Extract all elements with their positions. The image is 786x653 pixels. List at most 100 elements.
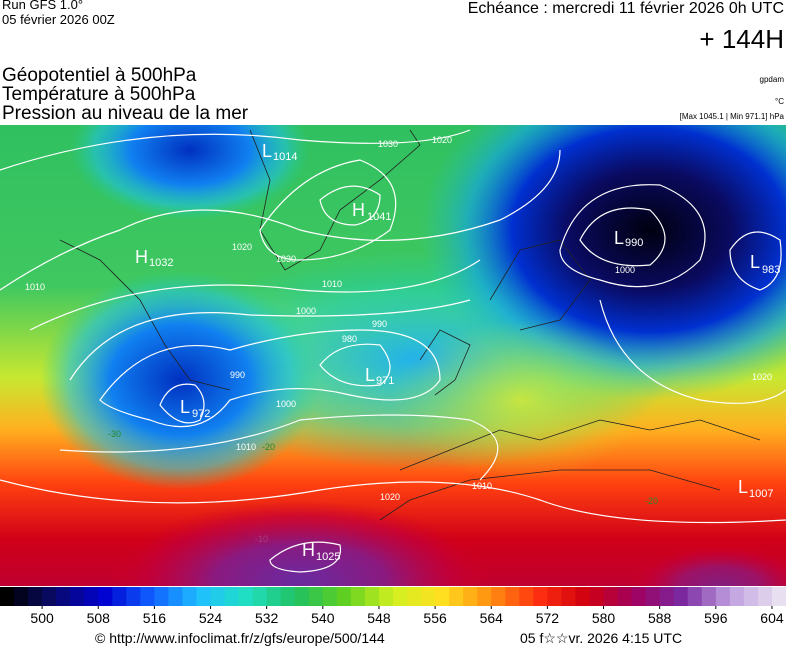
run-date: 05 février 2026 00Z [2,12,115,27]
colorbar-tick-label: 564 [480,610,504,626]
center-value: 1007 [749,488,773,500]
colorbar-cell [168,587,183,606]
center-type: L [738,477,748,497]
map: L 1014 H 1041 H 1032 L 990 L 983 L 971 L… [0,125,786,586]
colorbar-cell [645,587,661,606]
isobar-label: 1020 [380,492,400,502]
colorbar-cell [533,587,548,606]
center-type: H [352,200,365,220]
center-type: L [614,228,624,248]
colorbar-cell [617,587,633,606]
title-temperature: Température à 500hPa [2,84,196,105]
isobar-label: 1030 [378,139,398,149]
isobar-label: 1000 [276,399,296,409]
isobar-label: 1030 [276,254,296,264]
colorbar-cell [294,587,310,606]
isobar-label: 990 [230,370,245,380]
lead-time: + 144H [699,24,784,54]
colorbar-cell [547,587,562,606]
center-value: 1025 [316,551,340,563]
colorbar-cell [98,587,113,606]
colorbar-cell [210,587,226,606]
isobar-label: 990 [372,319,387,329]
colorbar-cell [687,587,703,606]
colorbar-cell [393,587,408,606]
colorbar-cell [407,587,422,606]
title-geopotential: Géopotentiel à 500hPa [2,65,197,86]
center-value: 971 [376,375,394,387]
colorbar-cell [84,587,99,606]
colorbar-cell [336,587,352,606]
colorbar-cell [350,587,366,606]
isobar-label: 1010 [472,481,492,491]
colorbar-cell [701,587,717,606]
colorbar-cell [266,587,282,606]
colorbar-cell [112,587,127,606]
temperature-label: -10 [255,534,268,544]
footer-stamp: 05 f☆☆vr. 2026 4:15 UTC [520,630,682,646]
footer-url: © http://www.infoclimat.fr/z/gfs/europe/… [95,630,385,646]
colorbar-cell [56,587,71,606]
center-value: 990 [625,237,643,249]
colorbar-cell [308,587,324,606]
colorbar-tick-label: 508 [87,610,111,626]
colorbar-cell [0,587,15,606]
colorbar-cell [659,587,675,606]
isobar-label: 980 [342,334,357,344]
valid-time: Echéance : mercredi 11 février 2026 0h U… [468,0,784,17]
colorbar-cell [224,587,240,606]
colorbar-cell [182,587,197,606]
colorbar-cell [435,587,450,606]
isobar-label: 1020 [752,372,772,382]
temperature-label: -30 [108,429,121,439]
center-type: H [302,540,315,560]
colorbar-cell [42,587,57,606]
colorbar-cell [378,587,394,606]
isobar-label: 1010 [236,442,256,452]
center-value: 1014 [273,151,297,163]
colorbar-cell [252,587,268,606]
colorbar-cell [757,587,773,606]
run: Run GFS 1.0° [2,0,83,12]
center-type: H [135,247,148,267]
colorbar-cell [140,587,155,606]
center-type: L [180,397,190,417]
colorbar-cell [743,587,759,606]
colorbar-tick-label: 500 [30,610,54,626]
colorbar-cell [421,587,436,606]
colorbar-tick-label: 572 [536,610,560,626]
isobar-label: 1020 [432,135,452,145]
colorbar-cell [238,587,254,606]
colorbar-cell [729,587,745,606]
isobar-label: 1010 [322,279,342,289]
center-type: L [750,252,760,272]
colorbar-cell [449,587,464,606]
colorbar-cell [589,587,605,606]
colorbar-cell [631,587,647,606]
colorbar: 500 508 516 524 532 540 548 556 564 572 580 588 596 6… [0,587,786,626]
isobar-label: 1010 [25,282,45,292]
isobar-label: 1000 [615,265,635,275]
colorbar-cell [126,587,141,606]
title-pressure: Pression au niveau de la mer [2,103,249,124]
temperature-label: -20 [645,496,658,506]
center-type: L [262,141,272,161]
colorbar-tick-label: 604 [760,610,784,626]
colorbar-tick-label: 532 [255,610,279,626]
colorbar-cell [322,587,338,606]
colorbar-tick-label: 548 [367,610,391,626]
colorbar-cell [519,587,534,606]
center-type: L [365,365,375,385]
colorbar-cell [673,587,689,606]
colorbar-tick-label: 588 [648,610,672,626]
colorbar-tick-label: 596 [704,610,728,626]
center-value: 1041 [367,211,391,223]
isobar-label: 1020 [232,242,252,252]
unit-gpdam: gpdam [760,75,785,84]
unit-hpa: [Max 1045.1 | Min 971.1] hPa [680,112,785,121]
colorbar-cell [575,587,590,606]
center-value: 1032 [149,257,173,269]
colorbar-cell [14,587,29,606]
